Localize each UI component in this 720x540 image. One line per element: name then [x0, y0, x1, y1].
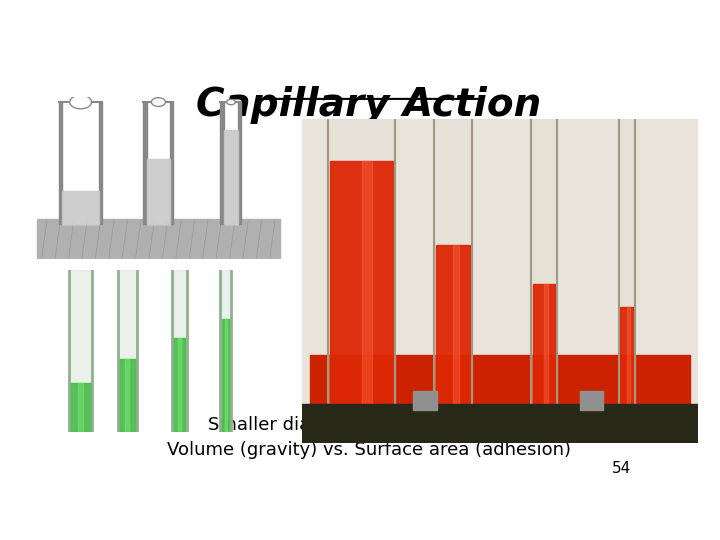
Bar — [63, 191, 99, 224]
Bar — [119, 359, 135, 432]
Bar — [78, 383, 83, 432]
Bar — [222, 319, 230, 432]
Bar — [59, 102, 63, 224]
Bar — [224, 130, 238, 224]
Bar — [173, 338, 185, 432]
Bar — [627, 307, 629, 414]
Bar — [71, 383, 91, 432]
Bar — [220, 270, 231, 432]
Bar — [618, 119, 636, 414]
Circle shape — [227, 99, 235, 105]
Bar — [361, 161, 372, 414]
Bar — [63, 102, 99, 224]
Bar — [69, 270, 92, 432]
Bar — [531, 119, 557, 414]
Bar — [302, 119, 698, 404]
Circle shape — [151, 98, 166, 106]
Bar — [170, 102, 174, 224]
Bar — [171, 270, 186, 432]
Bar — [621, 307, 634, 414]
Bar — [302, 404, 698, 443]
Bar — [143, 102, 147, 224]
Bar — [147, 159, 170, 224]
Bar — [328, 119, 395, 414]
Bar — [147, 102, 170, 224]
Bar — [533, 284, 555, 414]
Bar — [434, 119, 472, 414]
Bar — [330, 161, 394, 414]
Bar — [310, 355, 690, 414]
Text: Smaller diameter, higher the climb.: Smaller diameter, higher the climb. — [208, 416, 530, 434]
Text: Capillary Action: Capillary Action — [197, 85, 541, 124]
Text: Volume (gravity) vs. Surface area (adhesion): Volume (gravity) vs. Surface area (adhes… — [167, 441, 571, 459]
Bar — [220, 102, 224, 224]
Circle shape — [70, 95, 91, 109]
Bar — [453, 245, 459, 414]
Bar — [125, 359, 130, 432]
Bar — [99, 102, 102, 224]
Bar — [224, 102, 238, 224]
Bar — [225, 319, 227, 432]
Bar — [37, 219, 280, 259]
Bar — [580, 391, 603, 410]
Bar — [413, 391, 437, 410]
Bar — [178, 338, 181, 432]
Bar — [117, 270, 137, 432]
Bar — [544, 284, 548, 414]
Bar — [436, 245, 470, 414]
Text: 54: 54 — [612, 462, 631, 476]
Bar — [238, 102, 241, 224]
